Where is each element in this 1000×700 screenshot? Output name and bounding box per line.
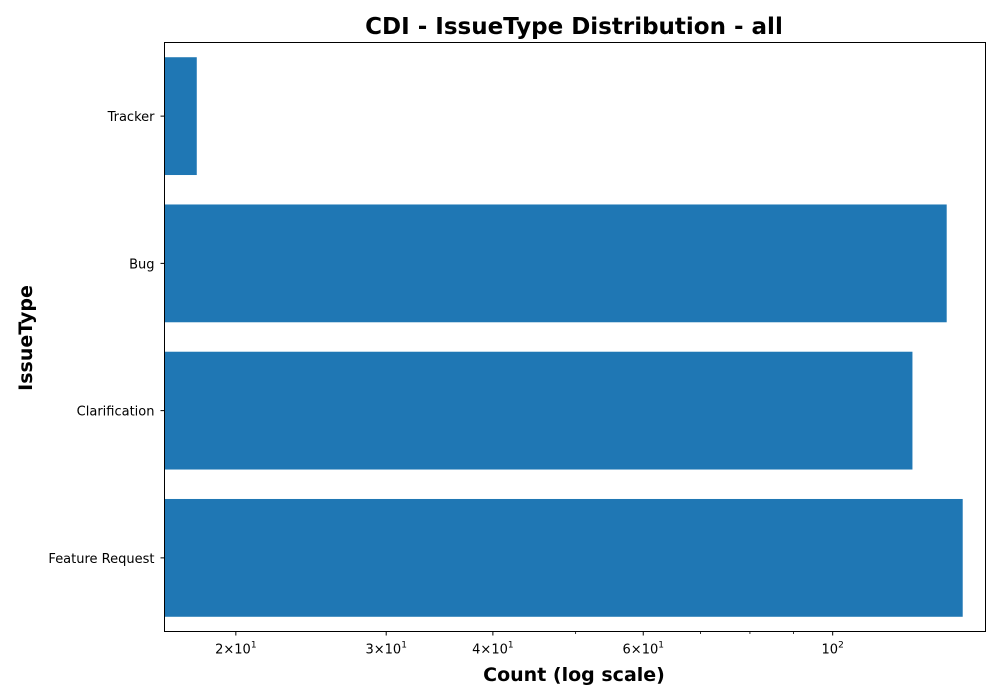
y-tick-label: Feature Request <box>48 552 154 567</box>
x-axis-label: Count (log scale) <box>483 664 665 686</box>
x-tick-label: 6×101 <box>623 641 664 658</box>
bar-clarification <box>164 351 913 470</box>
y-tick-label: Clarification <box>77 405 155 420</box>
bar-feature-request <box>164 498 963 617</box>
bar-tracker <box>164 57 197 176</box>
bars-group <box>164 57 963 617</box>
x-axis: 2×101 3×101 4×101 6×101 102 <box>215 631 844 658</box>
bar-bug <box>164 204 947 323</box>
x-tick-label: 4×101 <box>472 641 513 658</box>
x-tick-label: 3×101 <box>365 641 406 658</box>
y-axis: Feature Request Clarification Bug Tracker <box>48 110 165 567</box>
y-tick-label: Bug <box>129 257 154 272</box>
x-tick-label: 102 <box>822 641 844 658</box>
chart-title: CDI - IssueType Distribution - all <box>365 14 783 40</box>
x-tick-label: 2×101 <box>215 641 256 658</box>
y-tick-label: Tracker <box>107 110 156 125</box>
plot-frame <box>164 42 986 632</box>
y-axis-label: IssueType <box>15 285 37 391</box>
